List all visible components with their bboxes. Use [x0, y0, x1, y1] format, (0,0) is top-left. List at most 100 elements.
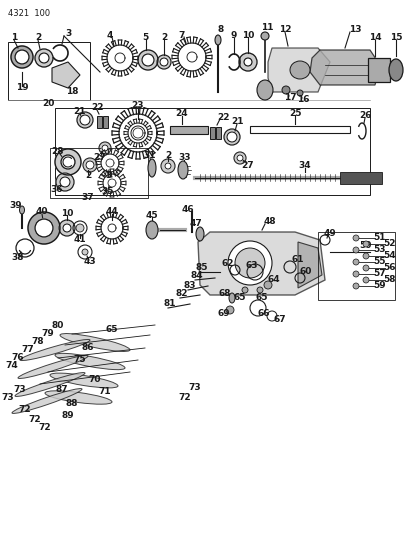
- Text: 16: 16: [297, 95, 309, 104]
- Text: 86: 86: [82, 343, 94, 352]
- Text: 73: 73: [2, 393, 14, 402]
- Text: 24: 24: [176, 109, 188, 118]
- Text: 64: 64: [268, 276, 280, 285]
- Polygon shape: [35, 49, 53, 67]
- Text: 48: 48: [264, 217, 276, 227]
- Circle shape: [363, 253, 369, 259]
- Text: 11: 11: [261, 23, 273, 33]
- Text: 87: 87: [55, 385, 68, 394]
- Circle shape: [363, 265, 369, 271]
- Text: 44: 44: [106, 207, 118, 216]
- Text: 36: 36: [51, 185, 63, 195]
- Polygon shape: [60, 177, 70, 187]
- Circle shape: [264, 281, 272, 289]
- Polygon shape: [157, 55, 171, 69]
- Bar: [216, 127, 221, 139]
- Circle shape: [257, 287, 263, 293]
- Text: 9: 9: [231, 31, 237, 41]
- Polygon shape: [86, 161, 94, 169]
- Text: 82: 82: [176, 288, 188, 297]
- Ellipse shape: [20, 206, 24, 214]
- Text: 27: 27: [94, 154, 106, 163]
- Polygon shape: [61, 155, 75, 169]
- Text: 2: 2: [35, 34, 41, 43]
- Text: 63: 63: [246, 261, 258, 270]
- Ellipse shape: [215, 35, 221, 45]
- Polygon shape: [310, 50, 380, 85]
- Text: 8: 8: [218, 26, 224, 35]
- Text: 23: 23: [132, 101, 144, 110]
- Text: 7: 7: [179, 30, 185, 39]
- Bar: [170, 126, 208, 134]
- Text: 74: 74: [6, 361, 18, 370]
- Polygon shape: [80, 115, 90, 125]
- Bar: [210, 127, 215, 139]
- Text: 71: 71: [99, 387, 111, 397]
- Text: 65: 65: [106, 326, 118, 335]
- Circle shape: [353, 259, 359, 265]
- Text: 51: 51: [374, 233, 386, 243]
- Circle shape: [242, 287, 248, 293]
- Text: 21: 21: [74, 107, 86, 116]
- Polygon shape: [15, 50, 29, 64]
- Circle shape: [76, 224, 84, 232]
- Text: 31: 31: [144, 151, 156, 160]
- Bar: [368, 58, 390, 82]
- Circle shape: [363, 277, 369, 283]
- Text: 52: 52: [384, 239, 396, 248]
- Bar: [97, 116, 102, 128]
- Text: 78: 78: [32, 337, 44, 346]
- Text: 83: 83: [184, 280, 196, 289]
- Ellipse shape: [15, 373, 85, 397]
- Ellipse shape: [257, 80, 273, 100]
- Polygon shape: [165, 163, 171, 169]
- Text: 27: 27: [242, 160, 254, 169]
- Text: 37: 37: [82, 192, 94, 201]
- Text: 75: 75: [74, 356, 86, 365]
- Circle shape: [228, 241, 272, 285]
- Text: 72: 72: [179, 393, 191, 402]
- Text: 49: 49: [324, 229, 336, 238]
- Text: 76: 76: [12, 353, 24, 362]
- Text: 47: 47: [190, 220, 202, 229]
- Polygon shape: [227, 132, 237, 142]
- Text: 13: 13: [349, 26, 361, 35]
- Text: 2: 2: [161, 33, 167, 42]
- Text: 18: 18: [66, 87, 78, 96]
- Text: 2: 2: [165, 151, 171, 160]
- Circle shape: [82, 249, 88, 255]
- Text: 45: 45: [146, 211, 158, 220]
- Text: 84: 84: [191, 271, 203, 279]
- Text: 56: 56: [384, 263, 396, 272]
- Polygon shape: [237, 155, 243, 161]
- Text: 46: 46: [182, 206, 194, 214]
- Polygon shape: [198, 232, 325, 295]
- Polygon shape: [63, 224, 71, 232]
- Polygon shape: [161, 159, 175, 173]
- Ellipse shape: [261, 32, 269, 40]
- Text: 40: 40: [36, 207, 48, 216]
- Text: 5: 5: [142, 33, 148, 42]
- Ellipse shape: [290, 61, 310, 79]
- Text: 19: 19: [16, 84, 28, 93]
- Circle shape: [282, 86, 290, 94]
- Text: 28: 28: [52, 148, 64, 157]
- Polygon shape: [142, 54, 154, 66]
- Text: 22: 22: [217, 112, 229, 122]
- Text: 3: 3: [105, 172, 111, 181]
- Polygon shape: [224, 129, 240, 145]
- Text: 85: 85: [196, 263, 208, 272]
- Text: 72: 72: [19, 406, 31, 415]
- Ellipse shape: [18, 356, 88, 378]
- Text: 10: 10: [242, 30, 254, 39]
- Text: 10: 10: [61, 208, 73, 217]
- Ellipse shape: [389, 59, 403, 81]
- Text: 77: 77: [22, 345, 34, 354]
- Text: 67: 67: [274, 316, 286, 325]
- Text: 72: 72: [29, 416, 41, 424]
- Polygon shape: [99, 142, 111, 154]
- Polygon shape: [268, 48, 330, 92]
- Text: 72: 72: [39, 424, 51, 432]
- Circle shape: [353, 247, 359, 253]
- Ellipse shape: [146, 221, 158, 239]
